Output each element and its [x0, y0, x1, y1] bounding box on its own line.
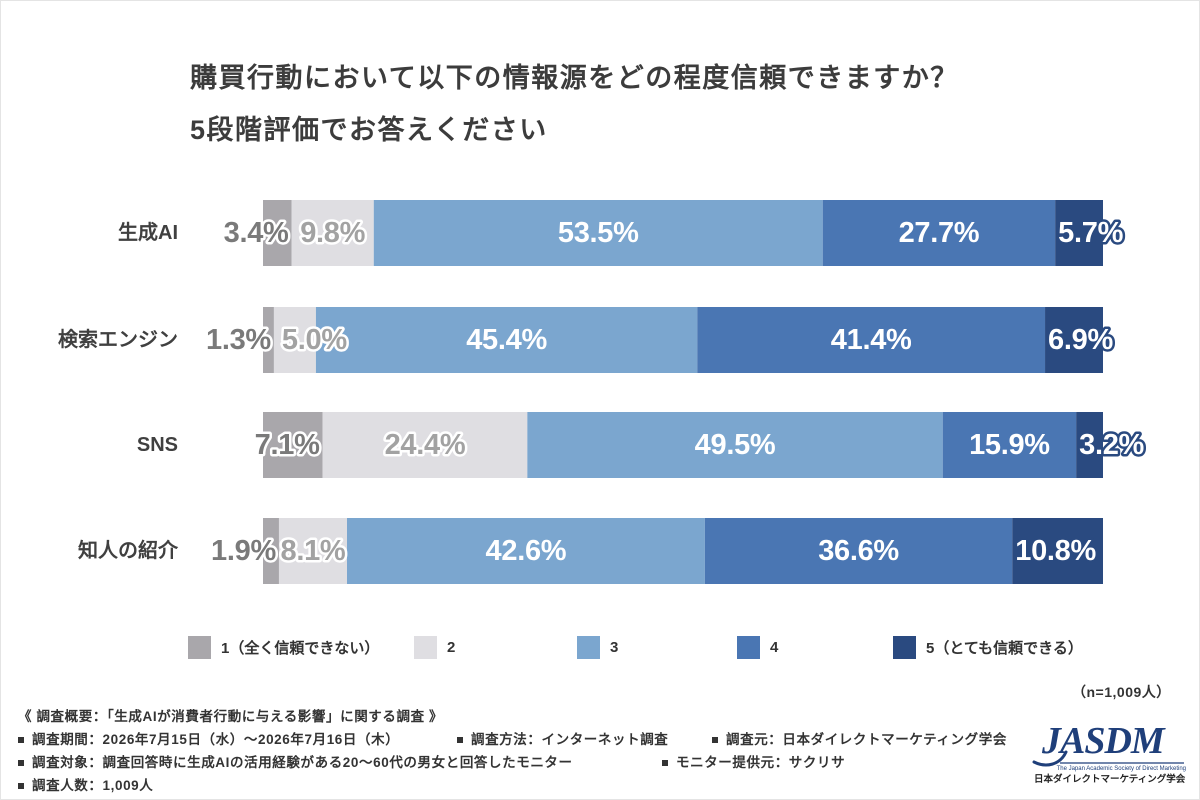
bar-row: 知人の紹介 1.9% 8.1% 42.6% 36.6% 10.8% [78, 518, 1103, 584]
survey-item-text: 調査方法：インターネット調査 [471, 732, 669, 747]
data-label: 5.7% [1058, 217, 1123, 249]
legend-item: 4 [737, 636, 778, 659]
jasdm-logo: JASDM The Japan Academic Society of Dire… [1030, 720, 1190, 788]
data-label: 41.4% [831, 324, 912, 356]
bar-segment [263, 200, 292, 266]
category-label: 知人の紹介 [78, 538, 179, 562]
survey-item-text: 調査対象：調査回答時に生成AIの活用経験がある20～60代の男女と回答したモニタ… [32, 755, 573, 770]
survey-item: 調査方法：インターネット調査 [457, 730, 668, 750]
data-label: 42.6% [486, 535, 567, 567]
legend-swatch [577, 636, 600, 659]
data-label: 6.9% [1048, 324, 1113, 356]
survey-item: 調査元：日本ダイレクトマーケティング学会 [712, 730, 1007, 750]
legend-swatch [414, 636, 437, 659]
sample-size-note: （n=1,009人） [1072, 684, 1171, 700]
legend-swatch [893, 636, 916, 659]
survey-item-text: 調査人数：1,009人 [32, 778, 154, 793]
logo-swoosh-icon [1032, 750, 1184, 767]
legend-label: 3 [610, 639, 619, 656]
bullet-icon [712, 737, 718, 743]
bar-row: 検索エンジン 1.3% 5.0% 45.4% 41.4% 6.9% [58, 307, 1116, 373]
data-label: 7.1% [255, 429, 320, 461]
survey-heading: 《 調査概要：「生成AIが消費者行動に与える影響」に関する調査 》 [18, 709, 444, 724]
data-label: 1.3% [206, 324, 271, 356]
bar-segment [347, 518, 705, 584]
data-label: 3.4% [224, 217, 289, 249]
bullet-icon [18, 737, 24, 743]
bullet-icon [18, 783, 24, 789]
bar-segment [822, 200, 1056, 266]
data-label: 45.4% [466, 324, 547, 356]
survey-item: 調査期間：2026年7月15日（水）～2026年7月16日（木） [18, 730, 399, 750]
bar-segment [322, 412, 528, 478]
survey-item: 調査対象：調査回答時に生成AIの活用経験がある20～60代の男女と回答したモニタ… [18, 753, 573, 773]
category-label: 検索エンジン [58, 327, 178, 351]
bar-row: 生成AI 3.4% 9.8% 53.5% 27.7% 5.7% [118, 200, 1126, 266]
stacked-bar-chart: 生成AI 3.4% 9.8% 53.5% 27.7% 5.7% 検索エンジン 1.3% 5.0%… [58, 200, 1147, 584]
bar-segment [263, 412, 323, 478]
bullet-icon [457, 737, 463, 743]
survey-item: 調査人数：1,009人 [18, 776, 153, 796]
data-label: 10.8% [1015, 535, 1096, 567]
legend-label: 5（とても信頼できる） [926, 640, 1083, 657]
survey-item-text: モニター提供元：サクリサ [676, 755, 846, 770]
logo-tagline: The Japan Academic Society of Direct Mar… [1056, 766, 1186, 772]
data-label: 36.6% [818, 535, 899, 567]
legend-label: 2 [447, 639, 456, 656]
bar-segment [704, 518, 1013, 584]
bar-row: SNS 7.1% 24.4% 49.5% 15.9% 3.2% [137, 412, 1147, 478]
bar-segment [942, 412, 1077, 478]
bullet-icon [662, 760, 668, 766]
bullet-icon [18, 760, 24, 766]
data-label: 53.5% [558, 217, 639, 249]
bar-segment [697, 307, 1046, 373]
bar-segment [1045, 307, 1103, 373]
data-label: 15.9% [969, 429, 1050, 461]
bar-segment [373, 200, 823, 266]
data-label: 9.8% [300, 217, 365, 249]
chart-title-line: 購買行動において以下の情報源をどの程度信頼できますか？ [190, 63, 959, 93]
data-label: 3.2% [1079, 429, 1144, 461]
data-label: 1.9% [211, 535, 276, 567]
chart-title: 購買行動において以下の情報源をどの程度信頼できますか？ 5段階評価でお答えくださ… [190, 52, 959, 156]
legend-label: 1（全く信頼できない） [221, 640, 380, 657]
logo-wordmark: JASDM [1042, 720, 1165, 762]
logo-name: 日本ダイレクトマーケティング学会 [1034, 774, 1186, 785]
bar-segment [1012, 518, 1103, 584]
category-label: SNS [137, 434, 178, 456]
data-label: 49.5% [695, 429, 776, 461]
bar-segment [1055, 200, 1103, 266]
bar-segment [315, 307, 698, 373]
legend-item: 1（全く信頼できない） [188, 636, 379, 659]
legend-item: 5（とても信頼できる） [893, 636, 1083, 659]
data-label: 8.1% [281, 535, 346, 567]
bar-segment [291, 200, 374, 266]
legend-item: 3 [577, 636, 618, 659]
legend-swatch [737, 636, 760, 659]
bar-segment [263, 518, 279, 584]
survey-item-text: 調査期間：2026年7月15日（水）～2026年7月16日（木） [32, 732, 400, 747]
bar-segment [1076, 412, 1103, 478]
bar-segment [527, 412, 943, 478]
data-label: 24.4% [385, 429, 466, 461]
legend-item: 2 [414, 636, 455, 659]
survey-item: モニター提供元：サクリサ [662, 753, 845, 773]
bar-segment [278, 518, 347, 584]
chart-subtitle: 5段階評価でお答えください [190, 115, 548, 145]
legend-label: 4 [770, 639, 779, 656]
legend-swatch [188, 636, 211, 659]
category-label: 生成AI [118, 220, 178, 244]
data-label: 5.0% [282, 324, 347, 356]
bar-segment [263, 307, 274, 373]
bar-segment [273, 307, 316, 373]
data-label: 27.7% [899, 217, 980, 249]
survey-item-text: 調査元：日本ダイレクトマーケティング学会 [726, 732, 1007, 747]
